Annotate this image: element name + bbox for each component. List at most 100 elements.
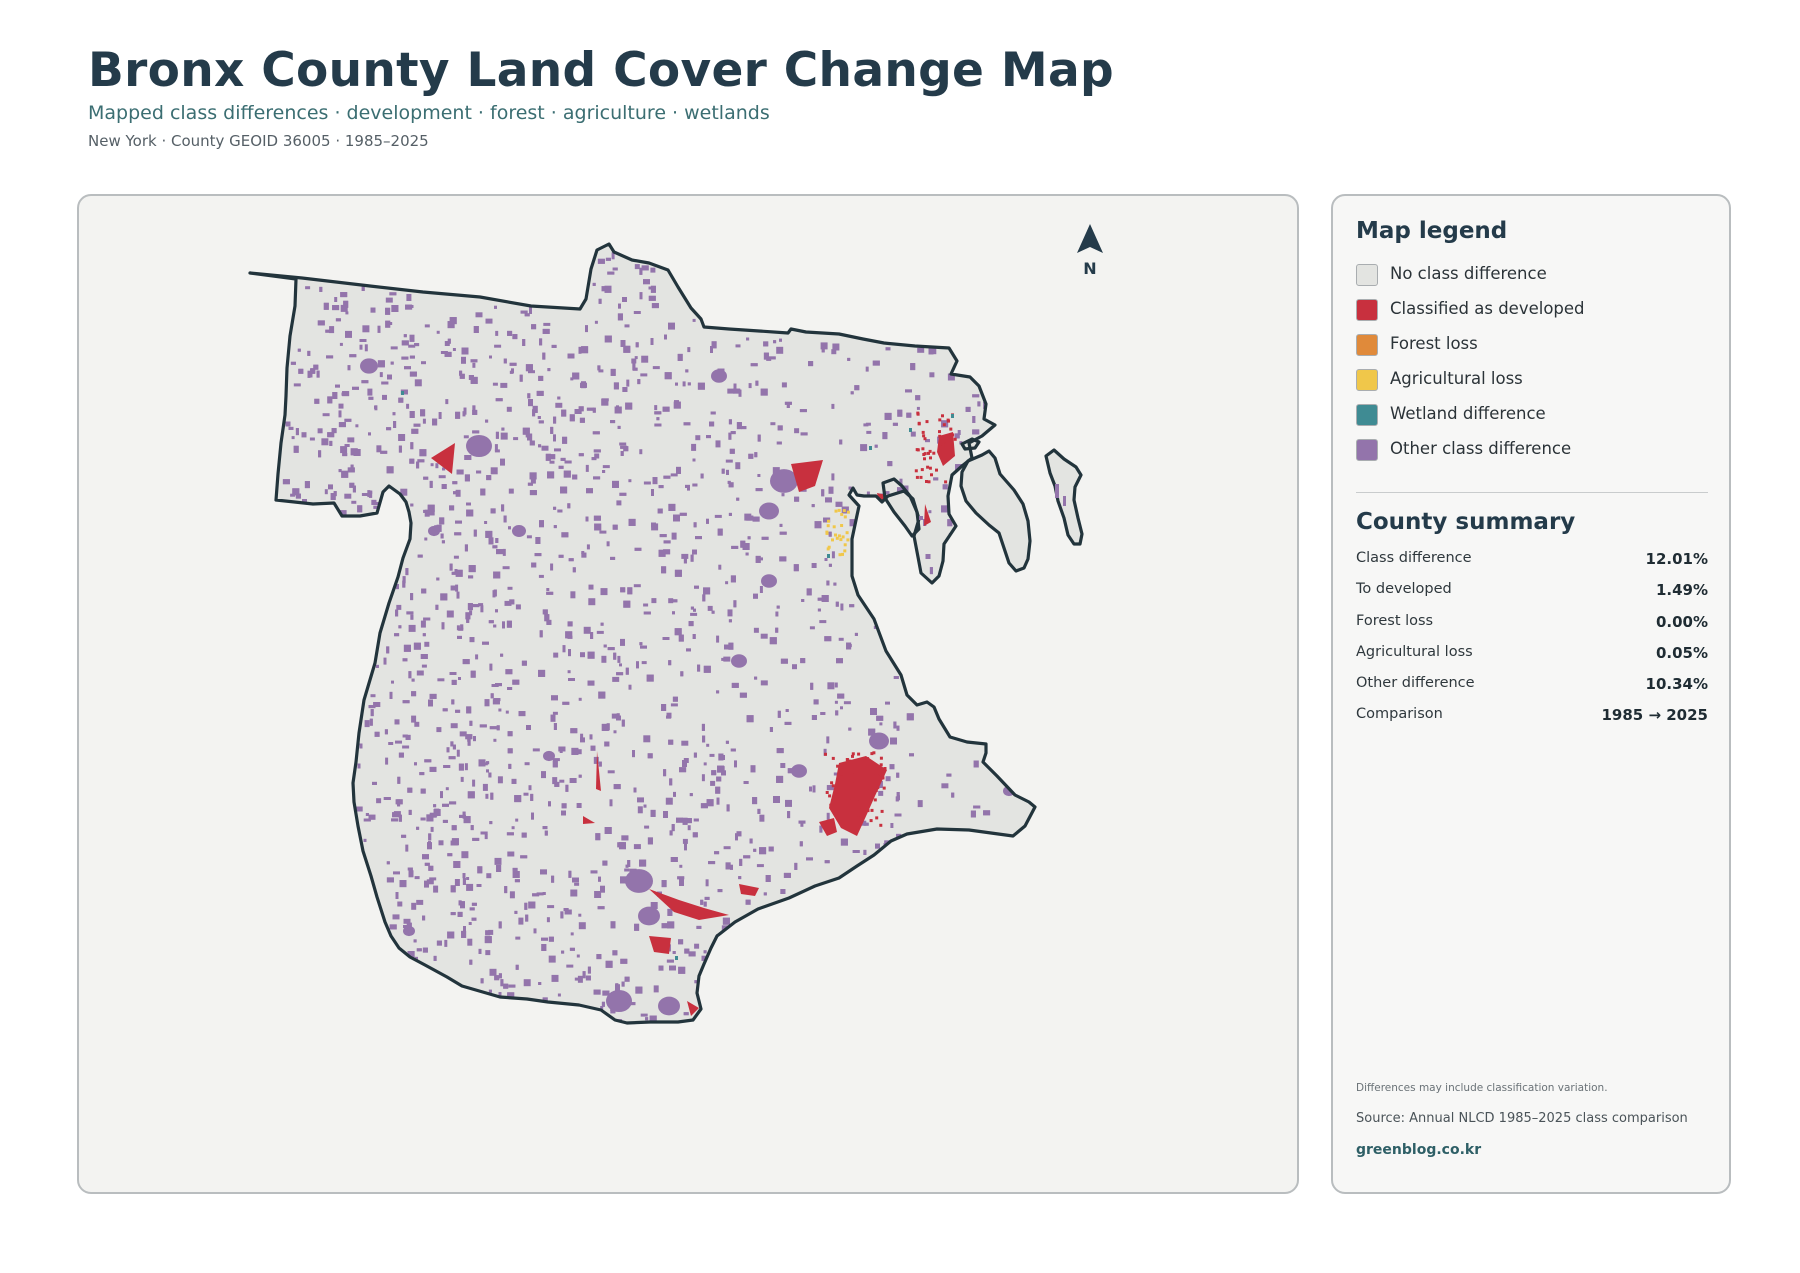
other-difference-pixel	[342, 453, 348, 457]
developed-pixel	[916, 448, 920, 452]
other-difference-pixel	[478, 948, 482, 954]
other-difference-pixel	[456, 469, 464, 475]
other-difference-pixel	[761, 536, 769, 540]
other-difference-pixel	[625, 864, 629, 868]
other-difference-pixel	[792, 664, 797, 670]
other-difference-pixel	[640, 373, 648, 377]
other-difference-pixel	[835, 501, 843, 507]
other-difference-pixel	[700, 803, 708, 809]
other-difference-pixel	[592, 282, 596, 286]
other-difference-pixel	[514, 879, 520, 883]
other-difference-pixel	[562, 645, 566, 653]
developed-pixel	[939, 448, 943, 451]
other-difference-pixel	[837, 693, 845, 699]
other-difference-pixel	[558, 465, 564, 469]
developed-pixel	[953, 437, 957, 441]
other-difference-pixel	[593, 989, 601, 995]
other-difference-pixel	[651, 489, 654, 496]
other-difference-pixel	[538, 982, 542, 985]
island-land-fill	[961, 451, 1030, 571]
other-difference-pixel	[497, 776, 503, 784]
other-difference-pixel	[495, 431, 499, 439]
other-difference-pixel	[472, 837, 480, 841]
other-difference-pixel	[605, 257, 611, 261]
other-difference-pixel	[451, 825, 457, 831]
other-difference-pixel	[479, 724, 487, 728]
other-difference-pixel	[435, 463, 439, 469]
other-difference-pixel	[428, 833, 432, 841]
other-difference-pixel	[906, 412, 912, 418]
other-difference-pixel	[831, 551, 835, 559]
other-difference-pixel	[546, 588, 550, 591]
developed-pixel	[839, 772, 843, 776]
agricultural-loss-pixel	[827, 519, 830, 523]
other-difference-pixel	[894, 813, 902, 817]
other-difference-pixel	[594, 891, 602, 898]
other-difference-pixel	[693, 818, 699, 822]
other-difference-pixel	[794, 496, 800, 502]
other-difference-pixel	[422, 947, 428, 953]
other-difference-pixel	[526, 725, 531, 730]
other-difference-pixel	[806, 588, 812, 596]
other-difference-pixel	[578, 346, 582, 354]
other-difference-pixel	[521, 660, 527, 666]
other-difference-pixel	[683, 758, 689, 763]
other-difference-pixel	[523, 792, 529, 796]
other-difference-pixel	[522, 427, 530, 435]
other-difference-pixel	[840, 603, 844, 611]
other-difference-pixel	[674, 628, 682, 636]
other-difference-pixel	[602, 470, 606, 473]
other-difference-pixel	[666, 712, 672, 718]
other-difference-pixel	[752, 516, 760, 522]
other-difference-pixel	[710, 346, 713, 353]
other-difference-pixel	[865, 366, 869, 372]
other-difference-pixel	[706, 743, 710, 747]
other-difference-pixel	[680, 671, 684, 677]
other-difference-pixel	[480, 488, 486, 496]
other-difference-pixel	[468, 565, 476, 573]
other-difference-pixel	[541, 937, 548, 941]
other-difference-pixel	[612, 480, 619, 488]
other-difference-pixel	[929, 372, 935, 378]
other-difference-pixel	[708, 861, 716, 865]
other-difference-pixel	[564, 909, 572, 915]
agricultural-loss-pixel	[825, 531, 829, 535]
other-difference-pixel	[364, 720, 370, 728]
summary-label: Agricultural loss	[1356, 643, 1473, 660]
other-difference-pixel	[401, 356, 409, 360]
other-difference-pixel	[1063, 496, 1066, 506]
other-difference-pixel	[379, 372, 383, 378]
other-difference-pixel	[528, 399, 533, 407]
other-difference-pixel	[722, 755, 725, 760]
other-difference-pixel	[330, 493, 336, 500]
other-difference-pixel	[480, 605, 484, 613]
other-difference-pixel	[627, 587, 633, 595]
other-difference-pixel	[409, 411, 415, 418]
other-difference-pixel	[947, 519, 953, 527]
other-difference-pixel	[452, 744, 456, 750]
other-difference-pixel	[518, 917, 524, 925]
other-difference-pixel	[775, 611, 779, 617]
other-difference-pixel	[405, 304, 413, 310]
other-difference-pixel	[607, 770, 615, 774]
other-difference-pixel	[625, 667, 629, 675]
other-difference-pixel	[444, 341, 450, 346]
other-difference-pixel	[322, 413, 330, 417]
other-difference-pixel	[512, 334, 518, 340]
other-difference-pixel	[488, 537, 494, 545]
other-difference-pixel	[654, 411, 662, 415]
other-difference-pixel	[500, 458, 505, 466]
developed-pixel	[850, 773, 854, 777]
other-difference-pixel	[733, 600, 737, 608]
other-difference-pixel	[355, 424, 359, 428]
developed-patch	[431, 443, 455, 474]
other-difference-pixel	[760, 680, 768, 686]
developed-pixel	[879, 763, 883, 767]
other-difference-pixel	[578, 774, 582, 778]
other-difference-pixel	[650, 338, 654, 345]
other-difference-pixel	[946, 773, 952, 777]
other-difference-pixel	[488, 620, 494, 624]
other-difference-pixel	[619, 492, 627, 496]
developed-pixel	[951, 433, 955, 437]
other-difference-pixel	[640, 1013, 648, 1017]
